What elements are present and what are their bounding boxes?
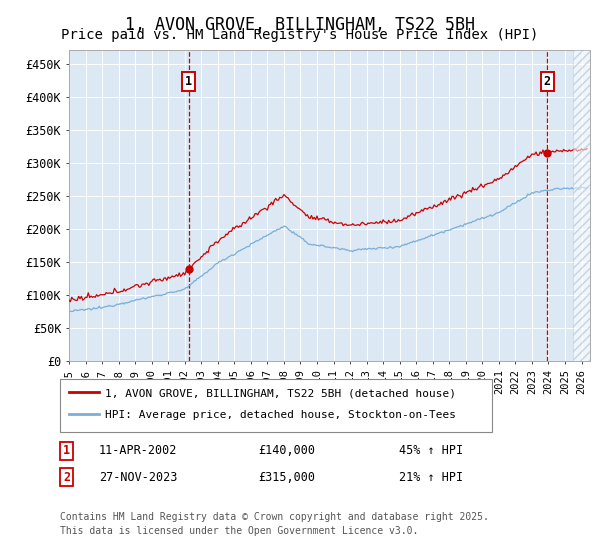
Text: Contains HM Land Registry data © Crown copyright and database right 2025.
This d: Contains HM Land Registry data © Crown c… — [60, 512, 489, 536]
Text: 1: 1 — [185, 75, 193, 88]
Bar — [573, 50, 590, 361]
Text: 2: 2 — [544, 75, 551, 88]
Text: 21% ↑ HPI: 21% ↑ HPI — [399, 470, 463, 484]
Text: Price paid vs. HM Land Registry's House Price Index (HPI): Price paid vs. HM Land Registry's House … — [61, 28, 539, 42]
Text: 2: 2 — [63, 470, 70, 484]
Text: £140,000: £140,000 — [258, 444, 315, 458]
Text: £315,000: £315,000 — [258, 470, 315, 484]
Text: 27-NOV-2023: 27-NOV-2023 — [99, 470, 178, 484]
Text: HPI: Average price, detached house, Stockton-on-Tees: HPI: Average price, detached house, Stoc… — [105, 410, 456, 420]
Text: 1: 1 — [63, 444, 70, 458]
Text: 1, AVON GROVE, BILLINGHAM, TS22 5BH (detached house): 1, AVON GROVE, BILLINGHAM, TS22 5BH (det… — [105, 388, 456, 398]
Text: 11-APR-2002: 11-APR-2002 — [99, 444, 178, 458]
Text: 45% ↑ HPI: 45% ↑ HPI — [399, 444, 463, 458]
Text: 1, AVON GROVE, BILLINGHAM, TS22 5BH: 1, AVON GROVE, BILLINGHAM, TS22 5BH — [125, 16, 475, 34]
